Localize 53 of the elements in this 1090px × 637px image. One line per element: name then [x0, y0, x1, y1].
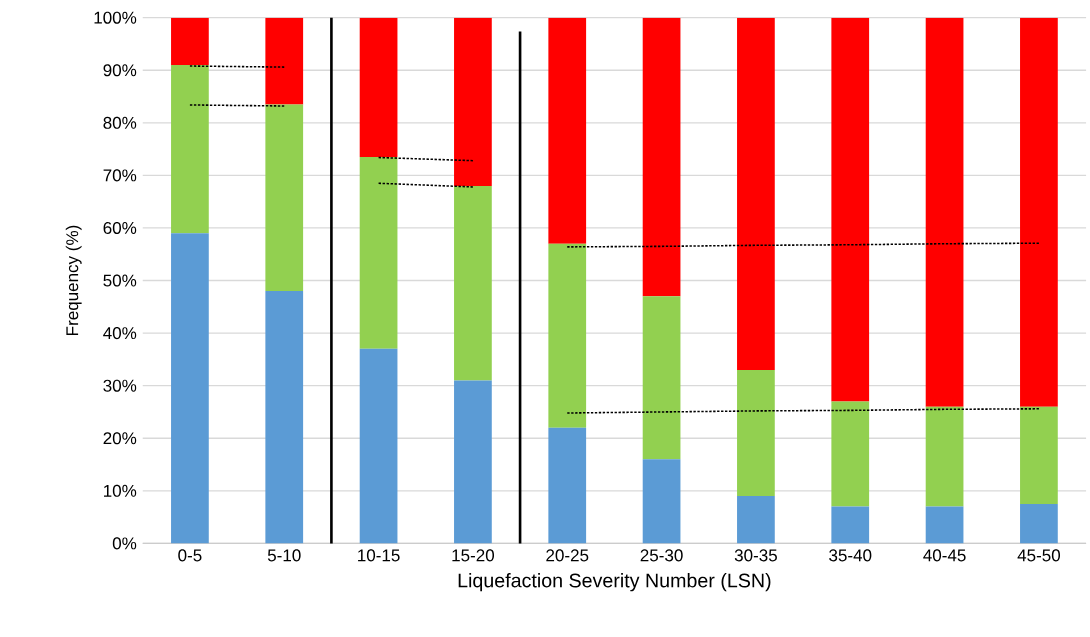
- y-tick-label: 70%: [103, 169, 137, 182]
- bar: [171, 233, 209, 544]
- x-tick-label: 20-25: [546, 549, 589, 562]
- x-tick-label: 35-40: [829, 549, 872, 562]
- bar: [548, 243, 587, 428]
- bar: [642, 17, 681, 297]
- x-tick-label: 40-45: [923, 549, 966, 562]
- y-tick-label: 100%: [94, 11, 137, 24]
- bar: [737, 370, 775, 497]
- y-tick-label: 20%: [103, 432, 137, 445]
- bar: [548, 17, 587, 244]
- x-tick-label: 0-5: [178, 549, 202, 562]
- bar: [831, 401, 870, 507]
- bar: [359, 157, 398, 349]
- bar: [265, 291, 304, 544]
- y-tick-label: 80%: [103, 116, 137, 129]
- bar: [548, 427, 587, 544]
- bar: [925, 17, 964, 407]
- x-tick-label: 5-10: [267, 549, 301, 562]
- bar: [171, 65, 209, 234]
- x-tick-label: 30-35: [734, 549, 777, 562]
- bar: [171, 17, 209, 66]
- y-tick-label: 40%: [103, 327, 137, 340]
- y-tick-label: 50%: [103, 274, 137, 287]
- x-tick-label: 10-15: [358, 549, 400, 562]
- bar: [925, 506, 964, 544]
- bar: [265, 17, 304, 105]
- bar: [642, 296, 681, 460]
- bar: [359, 17, 398, 158]
- bar: [265, 104, 304, 292]
- bar: [1020, 504, 1058, 544]
- bar: [454, 380, 492, 544]
- bar: [454, 186, 492, 381]
- bar: [642, 459, 681, 544]
- y-tick-label: 90%: [103, 64, 137, 77]
- bar: [925, 406, 964, 507]
- bar: [359, 349, 398, 544]
- x-tick-label: 15-20: [452, 549, 495, 562]
- y-tick-label: 60%: [103, 222, 137, 235]
- y-tick-label: 0%: [112, 537, 137, 550]
- bar: [831, 506, 870, 544]
- y-tick-label: 10%: [104, 484, 137, 497]
- bar: [831, 17, 870, 402]
- bar: [1020, 17, 1058, 407]
- x-tick-label: 25-30: [640, 549, 683, 562]
- x-tick-label: 45-50: [1017, 549, 1061, 562]
- bar: [454, 17, 492, 187]
- bar: [737, 17, 775, 371]
- y-tick-label: 30%: [103, 379, 137, 392]
- bar: [737, 496, 775, 544]
- bar: [1020, 406, 1058, 505]
- y-axis-title: Frequency (%): [65, 225, 82, 336]
- x-axis-title: Liquefaction Severity Number (LSN): [458, 573, 771, 592]
